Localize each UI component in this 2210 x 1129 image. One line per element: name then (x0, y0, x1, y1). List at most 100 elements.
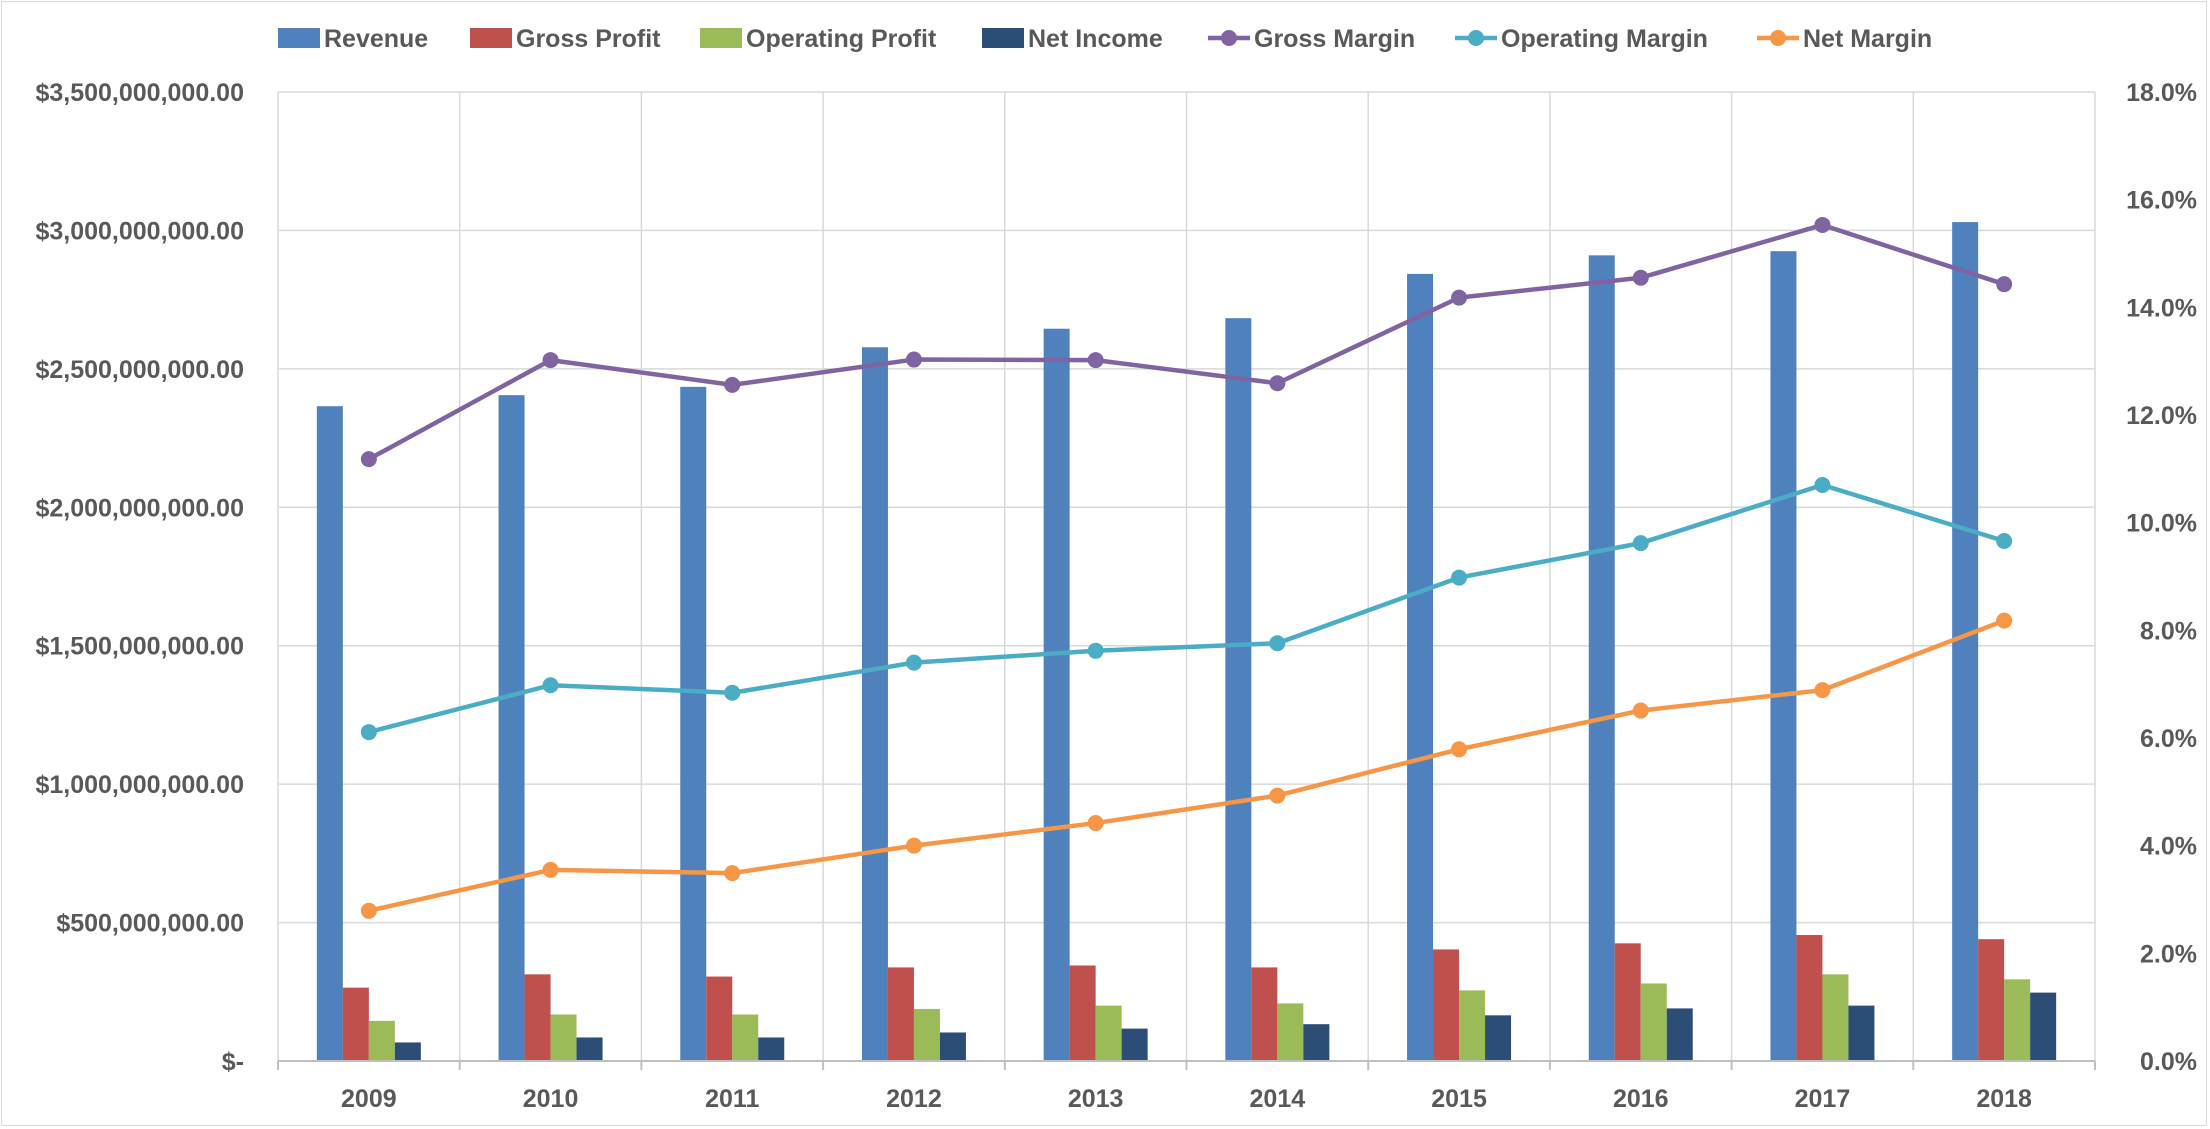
bar-operating-profit-2017 (1822, 974, 1849, 1061)
bar-net-income-2010 (576, 1037, 603, 1061)
x-tick-label: 2009 (341, 1085, 397, 1113)
x-tick-label: 2015 (1431, 1085, 1487, 1113)
y-left-tick-label: $3,500,000,000.00 (35, 79, 244, 107)
bar-operating-profit-2012 (913, 1008, 940, 1061)
point-operating-margin-2010 (542, 677, 559, 694)
legend-marker-gross-margin (1221, 30, 1237, 46)
point-operating-margin-2011 (724, 684, 741, 701)
y-right-tick-label: 6.0% (2140, 725, 2197, 753)
line-net-margin (366, 618, 2007, 914)
bar-revenue-2011 (680, 386, 707, 1061)
legend-swatch-net-income (982, 28, 1024, 48)
point-net-margin-2013 (1087, 815, 1104, 832)
axes: $- $500,000,000.00 $1,000,000,000.00 $1,500… (35, 79, 2197, 1113)
bar-operating-profit-2009 (368, 1020, 395, 1061)
bar-gross-profit-2013 (1069, 965, 1096, 1061)
gridlines (277, 91, 2096, 1062)
point-gross-margin-2009 (360, 451, 377, 468)
bar-net-income-2015 (1485, 1015, 1512, 1061)
x-tick-label: 2014 (1250, 1085, 1306, 1113)
y-right-tick-label: 14.0% (2126, 294, 2197, 322)
bar-revenue-2014 (1225, 318, 1252, 1062)
legend-label-net-margin: Net Margin (1803, 25, 1932, 53)
point-operating-margin-2015 (1451, 569, 1468, 586)
point-gross-margin-2016 (1632, 269, 1649, 286)
legend-marker-operating-margin (1468, 30, 1484, 46)
bar-net-income-2017 (1848, 1005, 1875, 1061)
y-left-tick-label: $2,000,000,000.00 (35, 494, 244, 522)
bar-gross-profit-2015 (1433, 949, 1460, 1061)
point-gross-margin-2012 (905, 351, 922, 368)
bar-revenue-2009 (316, 406, 343, 1061)
point-operating-margin-2013 (1087, 642, 1104, 659)
y-left-tick-label: $500,000,000.00 (56, 910, 244, 938)
bar-revenue-2013 (1043, 328, 1070, 1061)
bar-gross-profit-2018 (1978, 939, 2005, 1061)
point-net-margin-2011 (724, 865, 741, 882)
point-net-margin-2016 (1632, 702, 1649, 719)
y-right-tick-label: 10.0% (2126, 510, 2197, 538)
legend: Revenue Gross Profit Operating Profit Net I… (278, 25, 1932, 53)
y-right-tick-label: 4.0% (2140, 833, 2197, 861)
bar-gross-profit-2017 (1796, 935, 1823, 1061)
point-operating-margin-2016 (1632, 535, 1649, 552)
legend-label-revenue: Revenue (324, 25, 428, 53)
bar-series (316, 222, 2057, 1062)
bar-revenue-2010 (498, 395, 525, 1061)
bar-revenue-2017 (1770, 251, 1797, 1061)
bar-operating-profit-2010 (550, 1014, 577, 1061)
y-right-tick-label: 12.0% (2126, 402, 2197, 430)
y-left-tick-label: $3,000,000,000.00 (35, 217, 244, 245)
y-right-tick-label: 2.0% (2140, 940, 2197, 968)
bar-gross-profit-2009 (342, 987, 369, 1061)
bar-revenue-2018 (1952, 222, 1979, 1061)
point-net-margin-2015 (1451, 741, 1468, 758)
y-right-tick-label: 0.0% (2140, 1048, 2197, 1076)
legend-label-gross-profit: Gross Profit (516, 25, 661, 53)
x-tick-label: 2017 (1795, 1085, 1851, 1113)
point-gross-margin-2014 (1269, 375, 1286, 392)
legend-marker-net-margin (1770, 30, 1786, 46)
bar-gross-profit-2011 (706, 976, 733, 1061)
point-net-margin-2012 (905, 837, 922, 854)
x-tick-label: 2012 (886, 1085, 942, 1113)
bar-net-income-2013 (1121, 1028, 1148, 1061)
bar-operating-profit-2016 (1640, 983, 1667, 1061)
point-net-margin-2018 (1996, 612, 2013, 629)
bar-revenue-2015 (1407, 273, 1434, 1061)
point-gross-margin-2018 (1996, 276, 2013, 293)
x-tick-label: 2018 (1976, 1085, 2032, 1113)
point-gross-margin-2013 (1087, 352, 1104, 369)
point-operating-margin-2018 (1996, 532, 2013, 549)
x-tick-label: 2010 (523, 1085, 579, 1113)
y-left-tick-label: $- (222, 1048, 244, 1076)
point-operating-margin-2017 (1814, 476, 1831, 493)
legend-label-net-income: Net Income (1028, 25, 1163, 53)
point-net-margin-2017 (1814, 682, 1831, 699)
bar-operating-profit-2014 (1277, 1003, 1304, 1061)
point-operating-margin-2012 (905, 654, 922, 671)
bar-net-income-2011 (758, 1037, 785, 1061)
y-left-tick-label: $1,000,000,000.00 (35, 771, 244, 799)
point-net-margin-2014 (1269, 787, 1286, 804)
legend-label-operating-margin: Operating Margin (1501, 25, 1708, 53)
line-series (360, 216, 2013, 919)
point-net-margin-2009 (360, 902, 377, 919)
bar-net-income-2016 (1666, 1008, 1693, 1061)
legend-swatch-gross-profit (470, 28, 512, 48)
y-right-tick-label: 16.0% (2126, 187, 2197, 215)
y-right-tick-label: 18.0% (2126, 79, 2197, 107)
bar-operating-profit-2013 (1095, 1005, 1122, 1061)
point-gross-margin-2015 (1451, 289, 1468, 306)
legend-label-operating-profit: Operating Profit (746, 25, 937, 53)
line-operating-margin (366, 482, 2007, 735)
line-gross-margin (366, 222, 2007, 462)
bar-net-income-2012 (939, 1032, 966, 1061)
bar-operating-profit-2018 (2004, 979, 2031, 1061)
bar-operating-profit-2011 (732, 1014, 759, 1061)
bar-gross-profit-2010 (524, 974, 551, 1061)
point-net-margin-2010 (542, 861, 559, 878)
legend-label-gross-margin: Gross Margin (1254, 25, 1415, 53)
